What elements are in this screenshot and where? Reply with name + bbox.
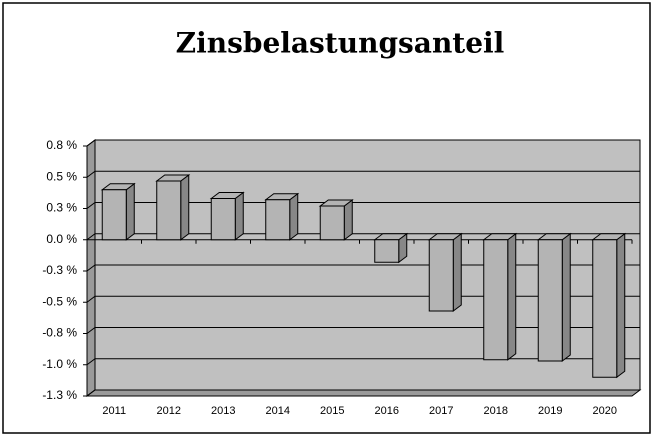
bar-front: [428, 239, 454, 312]
grid-line: [86, 327, 640, 334]
y-tick-label: 0.5 %: [46, 169, 77, 183]
x-tick-label: 2014: [266, 405, 290, 417]
floor: [85, 389, 642, 397]
grid-line: [86, 358, 640, 366]
bar-front: [483, 239, 509, 361]
y-tick-label: -0.8 %: [42, 326, 77, 340]
bar: [373, 232, 409, 264]
x-tick-label: 2019: [538, 405, 562, 417]
x-tick-label: 2016: [375, 405, 399, 417]
grid-line: [86, 139, 640, 147]
y-tick-label: 0.0 %: [46, 232, 77, 246]
bar-side: [289, 192, 299, 241]
bar-side: [616, 232, 626, 379]
bar: [482, 232, 518, 361]
y-tick-label: -1.3 %: [42, 388, 77, 402]
bar: [591, 232, 627, 379]
x-tick-label: 2011: [102, 405, 126, 417]
x-tick-label: 2015: [320, 405, 344, 417]
bar-front: [265, 199, 291, 241]
bar-front: [537, 239, 563, 362]
x-tick-label: 2017: [429, 405, 453, 417]
bar-side: [180, 174, 190, 241]
x-tick-label: 2013: [211, 405, 235, 417]
y-tick-label: 0.3 %: [46, 201, 77, 215]
bar-side: [452, 232, 462, 312]
bar: [427, 232, 463, 312]
bar-front: [374, 239, 400, 263]
chart-title: Zinsbelastungsanteil: [176, 27, 505, 60]
x-tick-label: 2012: [157, 405, 181, 417]
grid-line: [86, 389, 640, 397]
bar-side: [507, 232, 517, 361]
bar-side: [125, 182, 135, 241]
grid-line: [86, 170, 640, 178]
bar: [536, 232, 572, 362]
bar: [318, 199, 354, 241]
bar: [264, 192, 300, 241]
x-tick-label: 2018: [484, 405, 508, 417]
bar-front: [210, 198, 236, 241]
bar-front: [156, 180, 182, 241]
bar-side: [561, 232, 571, 362]
bar-front: [592, 239, 618, 378]
bar-front: [319, 205, 345, 241]
bar: [155, 174, 191, 241]
bar-front: [101, 189, 127, 241]
x-tick-label: 2020: [593, 405, 617, 417]
bar: [209, 191, 245, 241]
grid-line: [86, 202, 640, 209]
bar-side: [234, 191, 244, 241]
y-tick-label: -0.5 %: [42, 294, 77, 308]
y-tick-label: -0.3 %: [42, 263, 77, 277]
y-tick-label: -1.0 %: [42, 357, 77, 371]
bar-side: [343, 199, 353, 241]
y-tick-label: 0.8 %: [46, 138, 77, 152]
bar: [100, 182, 136, 241]
